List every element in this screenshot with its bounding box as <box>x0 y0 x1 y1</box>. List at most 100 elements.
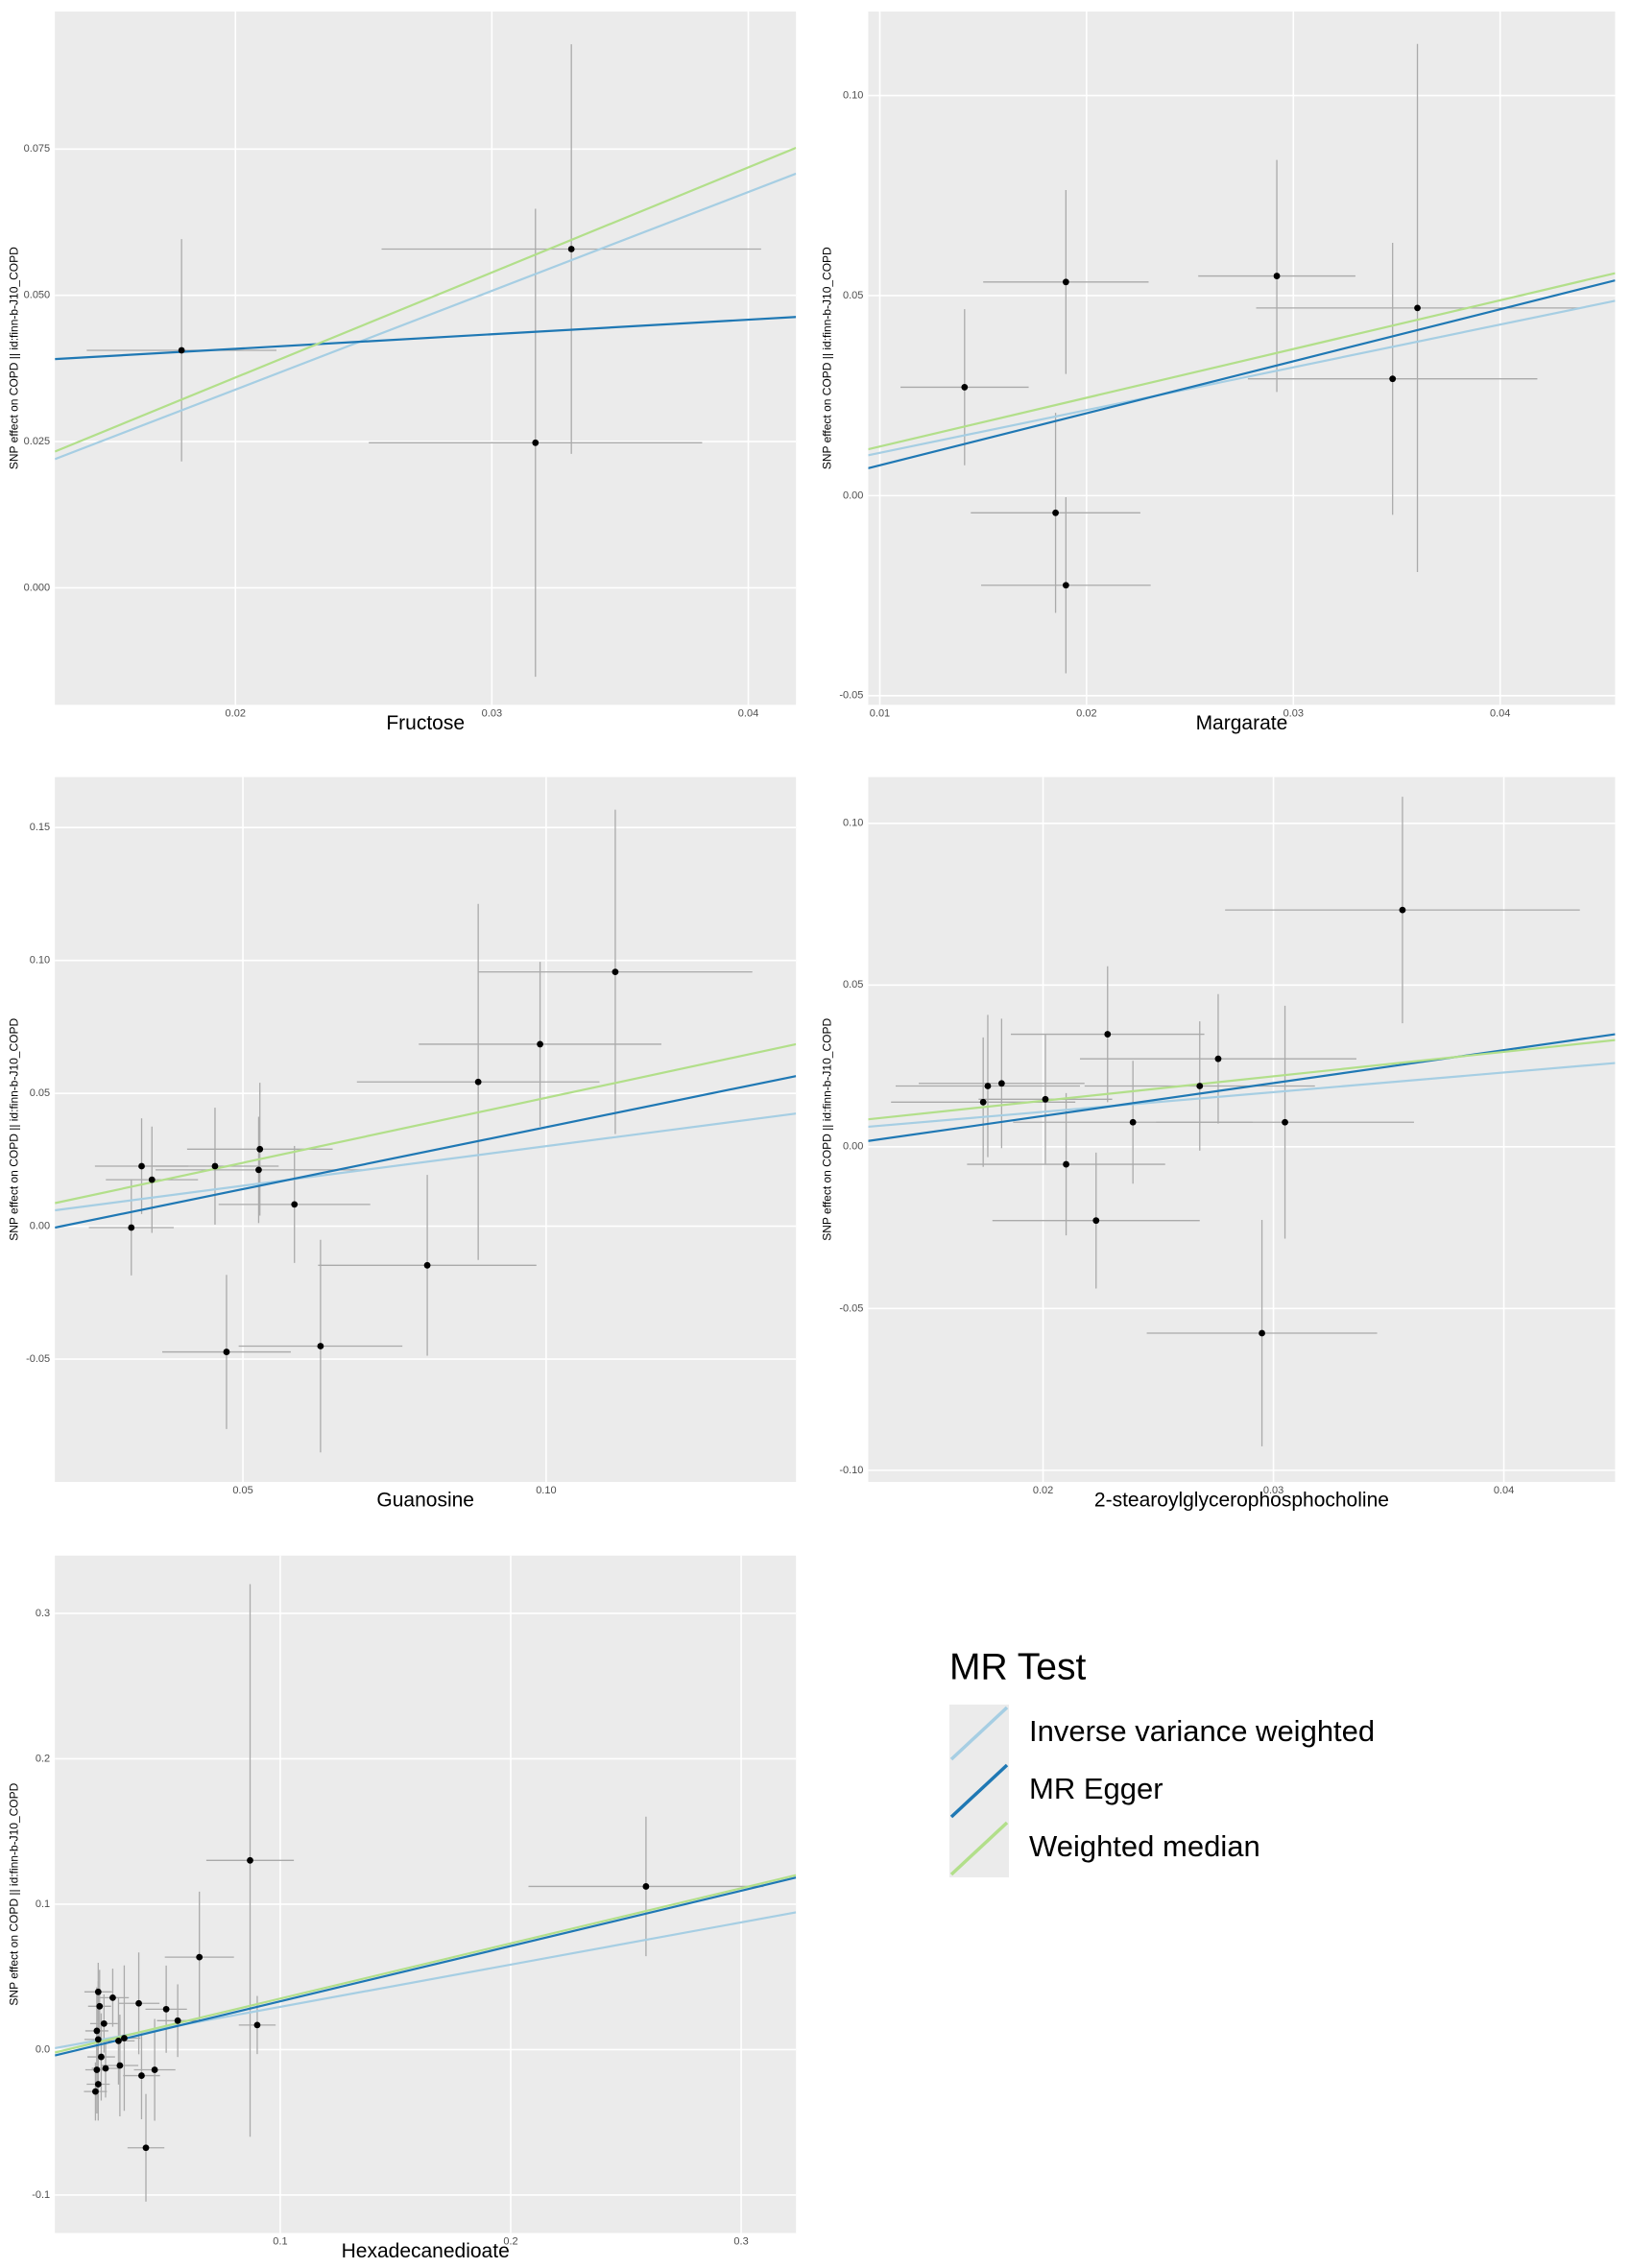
y-tick-label: 0.00 <box>843 1141 863 1153</box>
y-axis-title: SNP effect on COPD || id:finn-b-J10_COPD <box>821 1018 834 1241</box>
plot-background <box>55 1555 797 2233</box>
panel: -0.05 0.00 0.05 0.10 0.01 0.02 0.03 0.04 Margara… <box>821 12 1616 734</box>
y-tick-label: 0.050 <box>24 290 51 301</box>
x-tick-label: 0.04 <box>1494 1485 1514 1496</box>
plot-background <box>55 12 797 705</box>
y-tick-label: 0.075 <box>24 143 51 155</box>
point <box>1092 1217 1100 1225</box>
x-axis-title: Margarate <box>1196 712 1288 734</box>
point <box>96 2002 104 2010</box>
legend-label: Inverse variance weighted <box>1029 1714 1375 1748</box>
point <box>98 2053 105 2061</box>
x-axis-title: 2-stearoylglycerophosphocholine <box>1094 1490 1389 1512</box>
y-tick-label: 0.05 <box>843 979 863 991</box>
fit-line <box>55 1075 797 1229</box>
x-tick-label: 0.02 <box>1033 1485 1053 1496</box>
x-tick-label: 0.03 <box>1283 707 1304 719</box>
point <box>151 2066 158 2073</box>
legend-label: Weighted median <box>1029 1829 1260 1863</box>
x-tick-label: 0.02 <box>1076 707 1096 719</box>
x-tick-label: 0.01 <box>870 707 890 719</box>
plot-background <box>868 12 1616 705</box>
point <box>1389 375 1397 383</box>
x-tick-label: 0.05 <box>232 1485 252 1496</box>
y-axis-title: SNP effect on COPD || id:finn-b-J10_COPD <box>7 247 20 469</box>
plot-background <box>868 776 1616 1482</box>
point <box>94 1988 102 1995</box>
x-axis-title: Guanosine <box>376 1490 474 1512</box>
panel: -0.1 0.0 0.1 0.2 0.3 0.1 0.2 0.3 Hexadecanedioat… <box>7 1555 797 2262</box>
point <box>567 246 575 252</box>
plot-content <box>55 809 797 1453</box>
y-tick-label: 0.15 <box>30 822 50 833</box>
point <box>109 1993 116 2001</box>
point <box>196 1953 204 1961</box>
y-axis-title: SNP effect on COPD || id:finn-b-J10_COPD <box>821 247 834 469</box>
point <box>984 1083 992 1089</box>
point <box>93 2027 101 2035</box>
fit-line <box>868 1033 1616 1142</box>
point <box>115 2037 122 2044</box>
point <box>178 346 185 354</box>
point <box>92 2088 99 2095</box>
y-tick-label: 0.00 <box>843 489 863 501</box>
y-tick-label: -0.05 <box>26 1353 50 1365</box>
plot-content <box>55 44 797 678</box>
fit-line <box>868 272 1616 451</box>
y-tick-label: 0.3 <box>36 1608 50 1619</box>
y-tick-label: 0.10 <box>843 818 863 829</box>
fit-line <box>868 279 1616 469</box>
y-tick-label: -0.05 <box>839 1302 863 1314</box>
point <box>255 1166 262 1174</box>
point <box>1273 273 1281 279</box>
y-tick-label: 0.05 <box>843 290 863 301</box>
x-axis-title: Hexadecanedioate <box>342 2240 510 2262</box>
x-tick-label: 0.1 <box>273 2235 287 2247</box>
point <box>1104 1031 1112 1038</box>
point <box>223 1349 230 1355</box>
plot-content <box>868 43 1616 674</box>
legend-swatch <box>949 1763 1009 1819</box>
point <box>997 1080 1005 1087</box>
point <box>142 2144 150 2152</box>
x-tick-label: 0.10 <box>536 1485 556 1496</box>
point <box>1129 1118 1137 1126</box>
point <box>537 1040 543 1048</box>
point <box>121 2035 128 2041</box>
point <box>642 1883 650 1890</box>
plot-background <box>55 776 797 1482</box>
point <box>94 2036 102 2043</box>
x-tick-label: 0.04 <box>738 707 758 719</box>
point <box>138 2072 145 2079</box>
plot-content <box>55 1584 797 2202</box>
y-tick-label: 0.05 <box>30 1087 50 1099</box>
legend-label: MR Egger <box>1029 1772 1163 1805</box>
fit-line <box>55 1876 797 2057</box>
point <box>135 1999 142 2007</box>
fit-line <box>55 147 797 453</box>
fit-line <box>55 316 797 361</box>
point <box>138 1162 145 1170</box>
point <box>474 1078 482 1086</box>
point <box>253 2021 261 2029</box>
point <box>1214 1055 1222 1062</box>
point <box>102 2065 109 2072</box>
point <box>961 384 969 391</box>
point <box>93 2066 101 2073</box>
legend-swatch <box>949 1821 1009 1876</box>
x-tick-label: 0.03 <box>482 707 502 719</box>
point <box>291 1201 299 1208</box>
plot-content <box>868 797 1616 1446</box>
fit-line <box>55 1042 797 1205</box>
point <box>979 1098 987 1106</box>
x-tick-label: 0.02 <box>226 707 246 719</box>
point <box>94 2081 102 2088</box>
point <box>1259 1329 1265 1337</box>
point <box>423 1261 431 1269</box>
point <box>162 2005 170 2013</box>
y-tick-label: -0.05 <box>839 690 863 702</box>
fit-line <box>868 1062 1616 1129</box>
y-tick-label: 0.0 <box>36 2043 50 2055</box>
y-tick-label: 0.10 <box>843 89 863 101</box>
